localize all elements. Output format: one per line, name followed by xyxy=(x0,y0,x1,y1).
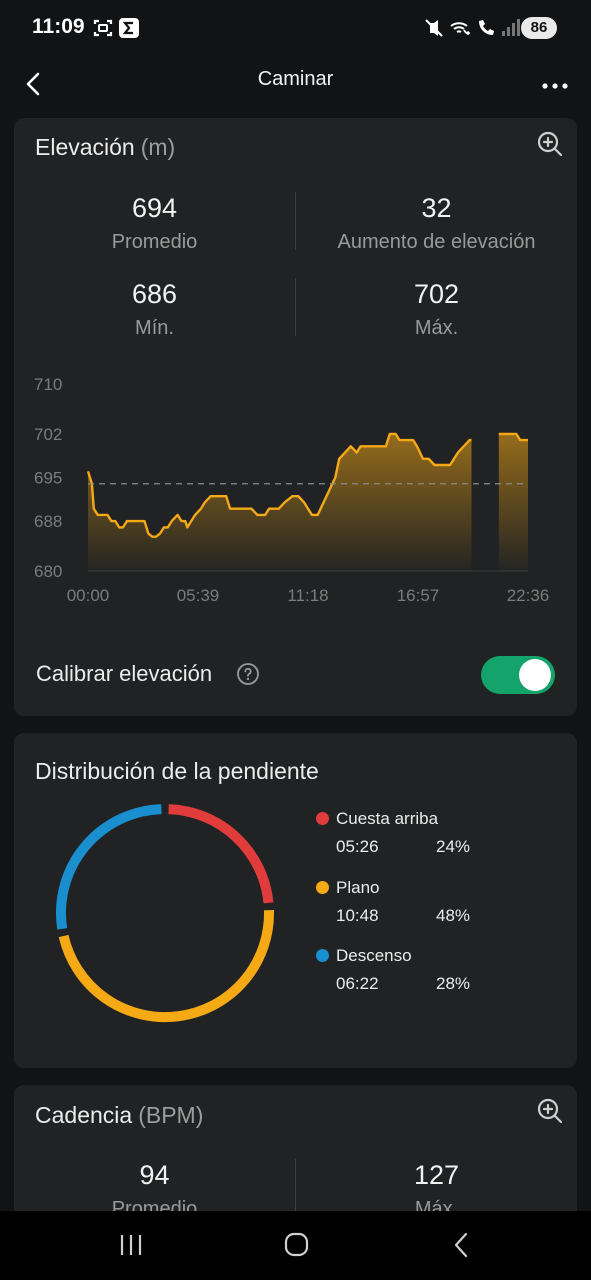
elevation-title: Elevación (m) xyxy=(35,134,175,161)
zoom-in-icon xyxy=(537,131,563,157)
system-back-button[interactable] xyxy=(442,1229,482,1261)
donut-slice-2 xyxy=(55,804,162,930)
x-tick-label: 00:00 xyxy=(67,586,110,605)
screenshot-icon xyxy=(93,19,113,37)
slope-distribution-card: Distribución de la pendiente Cuesta arri… xyxy=(14,733,577,1068)
zoom-in-icon xyxy=(537,1098,563,1124)
y-tick-label: 680 xyxy=(34,562,62,581)
x-tick-label: 11:18 xyxy=(287,586,328,605)
elevation-max-label: Máx. xyxy=(414,317,459,339)
back-nav-icon xyxy=(454,1232,468,1258)
home-icon xyxy=(284,1232,309,1257)
cadence-average-value: 94 xyxy=(139,1160,170,1190)
elevation-max-value: 702 xyxy=(413,279,460,309)
more-dots-icon xyxy=(542,83,568,89)
legend-percent-flat: 48% xyxy=(436,906,471,925)
system-nav-bar xyxy=(0,1211,591,1280)
mute-vibrate-icon xyxy=(425,19,443,37)
toggle-knob xyxy=(519,659,551,691)
stat-divider xyxy=(295,192,296,250)
y-tick-label: 710 xyxy=(34,375,62,394)
more-options-button[interactable] xyxy=(536,64,576,104)
back-button[interactable] xyxy=(16,64,56,104)
help-icon[interactable] xyxy=(236,662,260,686)
legend-dot-descent xyxy=(316,949,329,962)
legend-name-flat: Plano xyxy=(336,878,380,897)
calibrate-elevation-label: Calibrar elevación xyxy=(36,661,213,686)
elevation-area-1 xyxy=(498,433,528,571)
x-tick-label: 16:57 xyxy=(397,586,440,605)
status-bar: 11:09 86 xyxy=(0,0,591,56)
cadence-unit: (BPM) xyxy=(138,1102,204,1128)
stat-divider xyxy=(295,1159,296,1217)
legend-time-uphill: 05:26 xyxy=(336,837,379,856)
elevation-min-value: 686 xyxy=(131,279,178,309)
battery-indicator: 86 xyxy=(521,17,557,39)
slope-title: Distribución de la pendiente xyxy=(35,758,319,784)
cadence-max-value: 127 xyxy=(413,1160,460,1190)
wifi-call-icon xyxy=(450,22,471,36)
cadence-zoom-button[interactable] xyxy=(535,1096,565,1126)
legend-name-uphill: Cuesta arriba xyxy=(336,809,439,828)
elevation-title-text: Elevación xyxy=(35,134,135,160)
x-tick-label: 05:39 xyxy=(177,586,220,605)
page-title: Caminar xyxy=(257,68,334,90)
legend-dot-flat xyxy=(316,881,329,894)
signal-icon xyxy=(502,19,520,36)
legend-time-flat: 10:48 xyxy=(336,906,379,925)
top-app-bar: Caminar xyxy=(0,56,591,112)
elevation-zoom-button[interactable] xyxy=(535,129,565,159)
y-tick-label: 688 xyxy=(34,512,62,531)
legend-dot-uphill xyxy=(316,812,329,825)
legend-name-descent: Descenso xyxy=(336,946,412,965)
elevation-card: Elevación (m) 694 Promedio 32 Aumento de … xyxy=(14,118,577,716)
elevation-gain-value: 32 xyxy=(421,193,452,223)
donut-slice-1 xyxy=(58,909,275,1023)
elevation-line-0 xyxy=(86,432,472,538)
y-tick-label: 702 xyxy=(34,425,62,444)
sigma-app-icon xyxy=(119,18,139,38)
cadence-title-text: Cadencia xyxy=(35,1102,133,1128)
recent-apps-icon xyxy=(120,1235,142,1255)
chevron-left-icon xyxy=(26,72,40,96)
elevation-gain-label: Aumento de elevación xyxy=(337,231,536,253)
slope-donut-chart xyxy=(55,804,275,1023)
status-time: 11:09 xyxy=(32,15,85,38)
donut-slice-0 xyxy=(168,804,274,904)
elevation-average-label: Promedio xyxy=(111,231,198,253)
elevation-area-0 xyxy=(88,433,472,571)
home-button[interactable] xyxy=(276,1229,316,1261)
cadence-title: Cadencia (BPM) xyxy=(35,1102,203,1129)
elevation-min-label: Mín. xyxy=(135,317,174,339)
elevation-chart: 710 702 695 688 680 00:00 05:39 11:18 16:57 22:36 xyxy=(34,375,550,605)
x-tick-label: 22:36 xyxy=(507,586,550,605)
call-icon xyxy=(479,20,494,35)
stat-divider xyxy=(295,278,296,336)
legend-time-descent: 06:22 xyxy=(336,974,379,993)
elevation-line-1 xyxy=(498,432,528,442)
legend-percent-uphill: 24% xyxy=(436,837,471,856)
elevation-unit: (m) xyxy=(140,134,176,160)
calibrate-elevation-toggle[interactable] xyxy=(481,656,555,694)
elevation-average-value: 694 xyxy=(131,193,178,223)
legend-percent-descent: 28% xyxy=(436,974,471,993)
y-tick-label: 695 xyxy=(34,469,62,488)
recent-apps-button[interactable] xyxy=(111,1229,151,1261)
